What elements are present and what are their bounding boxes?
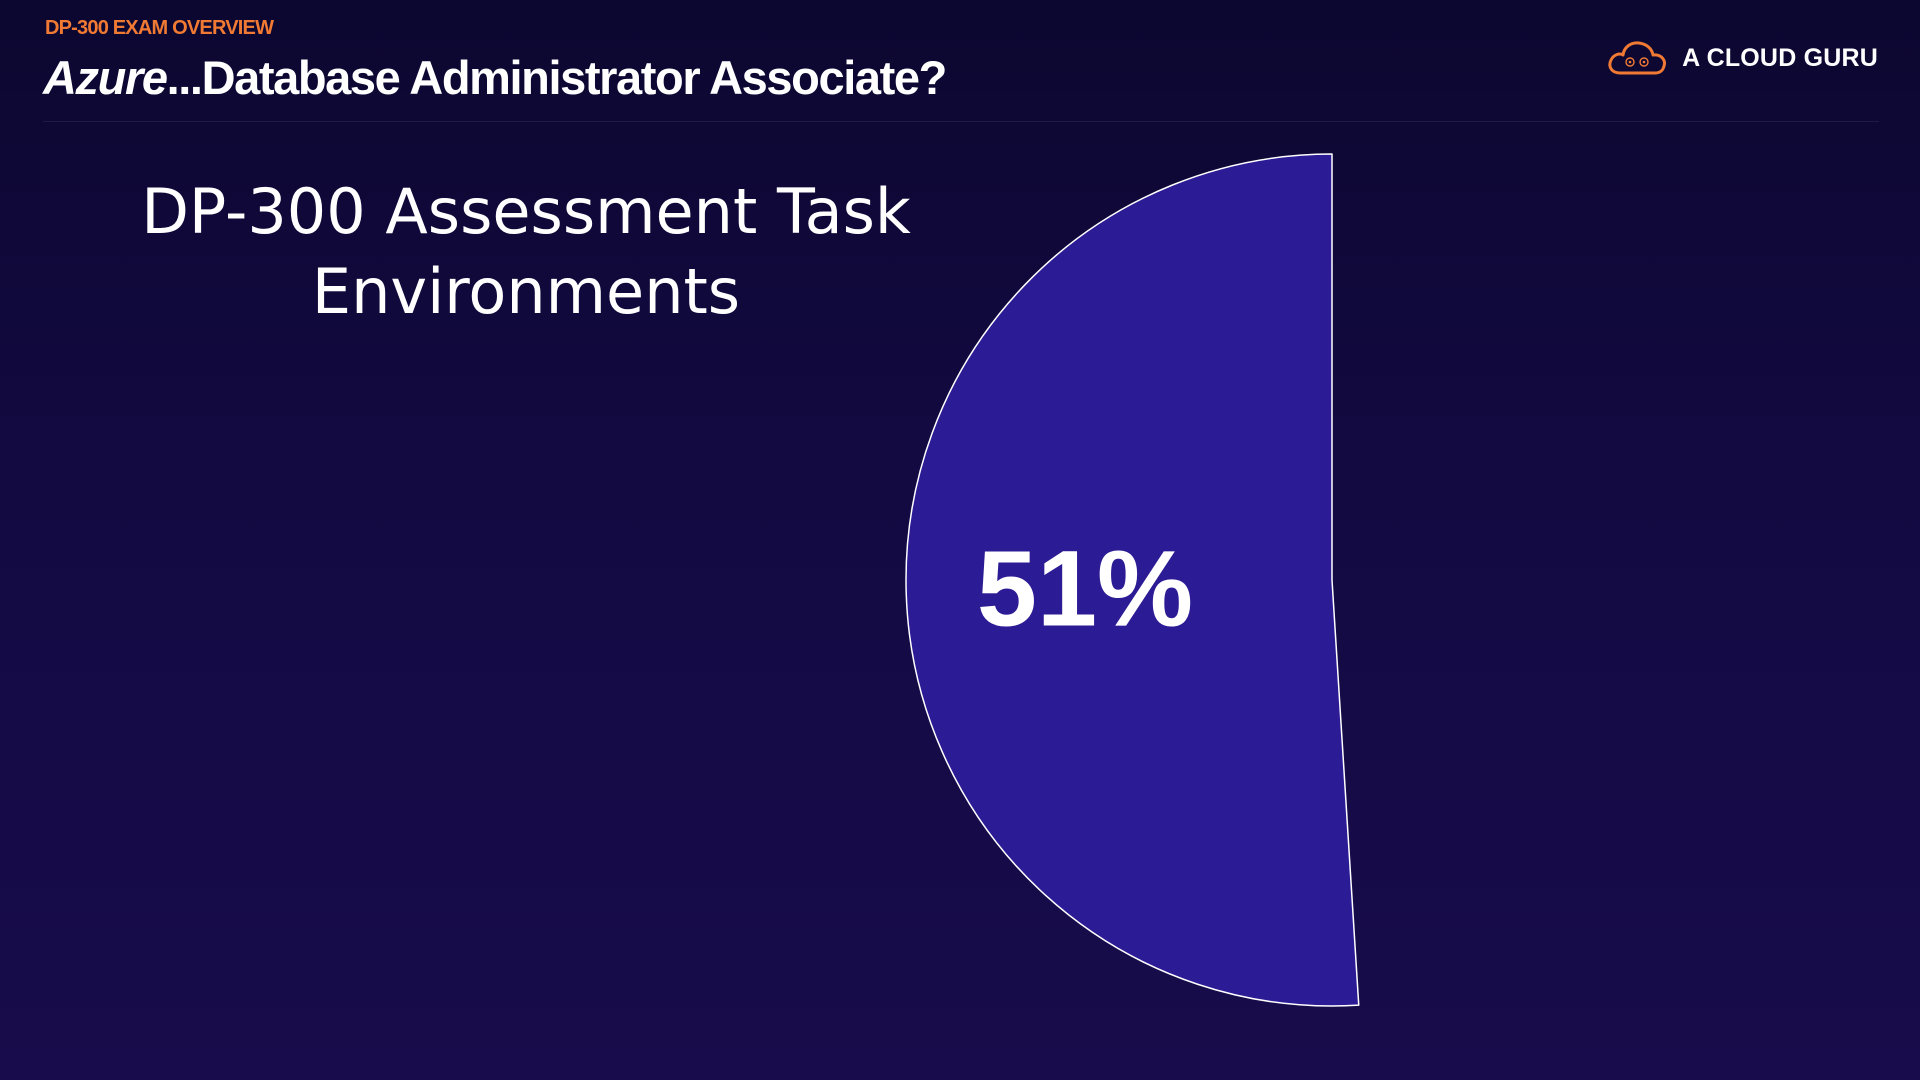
chart-title-line-2: Environments (311, 255, 741, 328)
slide-title-italic: Azure (43, 51, 168, 104)
cloud-logo-icon (1606, 38, 1668, 78)
chart-title: DP-300 Assessment Task Environments (90, 172, 962, 332)
slide-title-rest: ...Database Administrator Associate? (166, 51, 948, 104)
chart-title-line-1: DP-300 Assessment Task (141, 175, 911, 248)
section-eyebrow: DP-300 EXAM OVERVIEW (45, 17, 274, 39)
slide-title: Azure...Database Administrator Associate… (43, 50, 948, 105)
pie-slice-1 (905, 153, 1360, 1007)
pie-slice-label-1: 51% (977, 527, 1193, 648)
header-divider (43, 121, 1879, 122)
brand-logo: A CLOUD GURU (1606, 38, 1878, 78)
brand-name: A CLOUD GURU (1682, 43, 1878, 72)
